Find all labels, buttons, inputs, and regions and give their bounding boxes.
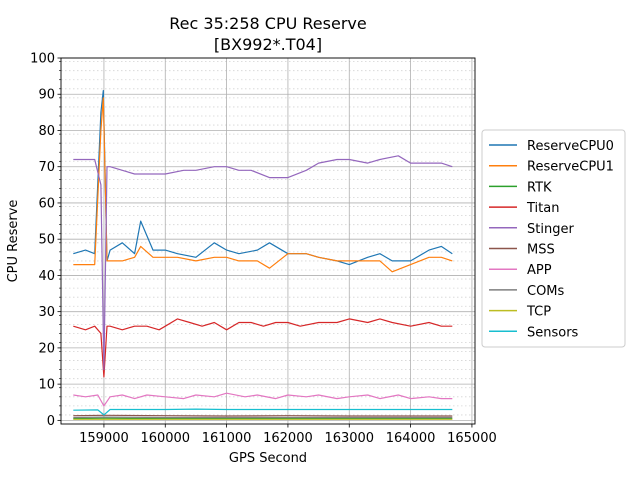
x-tick-label: 164000 (386, 431, 436, 446)
y-tick-label: 20 (38, 341, 55, 356)
y-tick-label: 60 (38, 196, 55, 211)
legend-label: Stinger (527, 222, 574, 237)
legend-label: MSS (527, 243, 555, 258)
y-axis-label: CPU Reserve (6, 200, 21, 283)
legend-label: RTK (527, 180, 552, 195)
series-line-reservecpu1 (73, 97, 453, 273)
series-line-mss (73, 414, 453, 417)
legend-label: Titan (526, 201, 559, 216)
y-tick-label: 40 (38, 269, 55, 284)
x-tick-label: 165000 (447, 431, 497, 446)
legend-label: COMs (527, 284, 565, 299)
x-tick-label: 161000 (202, 431, 252, 446)
x-tick-label: 163000 (324, 431, 374, 446)
legend-label: APP (527, 263, 552, 278)
series-line-app (73, 392, 453, 407)
chart-title: Rec 35:258 CPU Reserve (169, 14, 366, 33)
y-tick-label: 10 (38, 378, 55, 393)
series-line-sensors (73, 408, 453, 416)
x-tick-label: 160000 (140, 431, 190, 446)
legend-label: ReserveCPU0 (527, 139, 614, 154)
chart-subtitle: [BX992*.T04] (214, 35, 322, 54)
plot-frame (60, 57, 476, 425)
y-tick-label: 0 (47, 414, 55, 429)
x-tick-label: 159000 (79, 431, 129, 446)
legend-label: ReserveCPU1 (527, 160, 614, 175)
x-tick-label: 162000 (263, 431, 313, 446)
y-tick-label: 50 (38, 233, 55, 248)
y-tick-label: 90 (38, 88, 55, 103)
y-tick-label: 70 (38, 160, 55, 175)
y-tick-label: 80 (38, 124, 55, 139)
x-axis-label: GPS Second (229, 451, 307, 466)
grid (61, 57, 475, 424)
legend: ReserveCPU0 ReserveCPU1 RTK Titan Stinger MSS… (481, 129, 626, 348)
legend-label: Sensors (527, 325, 579, 340)
legend-box (481, 129, 626, 348)
series-lines (73, 89, 453, 420)
y-tick-label: 100 (30, 52, 55, 67)
legend-label: TCP (526, 305, 551, 320)
axis-ticks: 0 10 20 30 40 50 60 70 80 90 100 159000 160000 161000… (30, 52, 497, 447)
series-line-stinger (73, 155, 453, 371)
y-tick-label: 30 (38, 305, 55, 320)
series-line-titan (73, 318, 453, 378)
